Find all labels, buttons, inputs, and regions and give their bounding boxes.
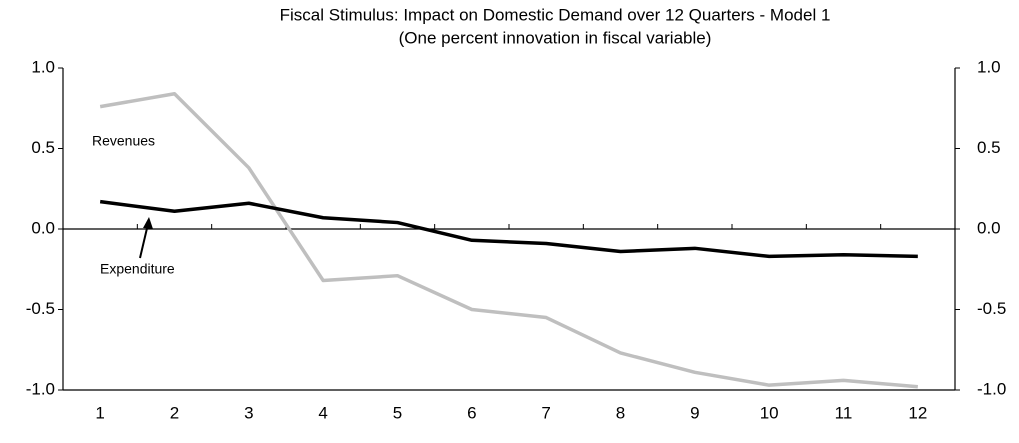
x-tick-label: 7 (541, 403, 550, 422)
x-tick-label: 2 (170, 403, 179, 422)
x-tick-label: 6 (467, 403, 476, 422)
x-tick-label: 8 (616, 403, 625, 422)
y-tick-label: 0.0 (31, 218, 55, 237)
series-line (99, 92, 918, 389)
x-tick-label: 12 (908, 403, 927, 422)
series-label: Expenditure (100, 261, 175, 277)
y2-tick-label: -1.0 (977, 379, 1006, 398)
y2-tick-label: -0.5 (977, 299, 1006, 318)
arrow-head (143, 217, 153, 229)
x-tick-label: 11 (835, 403, 853, 422)
y-tick-label: -1.0 (26, 379, 55, 398)
x-tick-label: 4 (318, 403, 327, 422)
y-tick-label: -0.5 (26, 299, 55, 318)
annotation-arrow (139, 223, 149, 259)
chart-title: Fiscal Stimulus: Impact on Domestic Dema… (280, 5, 831, 24)
y-tick-label: 1.0 (31, 57, 55, 76)
chart-subtitle: (One percent innovation in fiscal variab… (399, 28, 712, 47)
x-tick-label: 5 (393, 403, 402, 422)
series-label: Revenues (92, 133, 155, 149)
x-tick-label: 10 (760, 403, 779, 422)
y2-tick-label: 0.0 (977, 218, 1001, 237)
y2-tick-label: 1.0 (977, 57, 1001, 76)
series-line (99, 199, 918, 259)
y2-tick-label: 0.5 (977, 138, 1001, 157)
x-tick-label: 9 (690, 403, 699, 422)
x-tick-label: 1 (95, 403, 104, 422)
y-tick-label: 0.5 (31, 138, 55, 157)
x-tick-label: 3 (244, 403, 253, 422)
